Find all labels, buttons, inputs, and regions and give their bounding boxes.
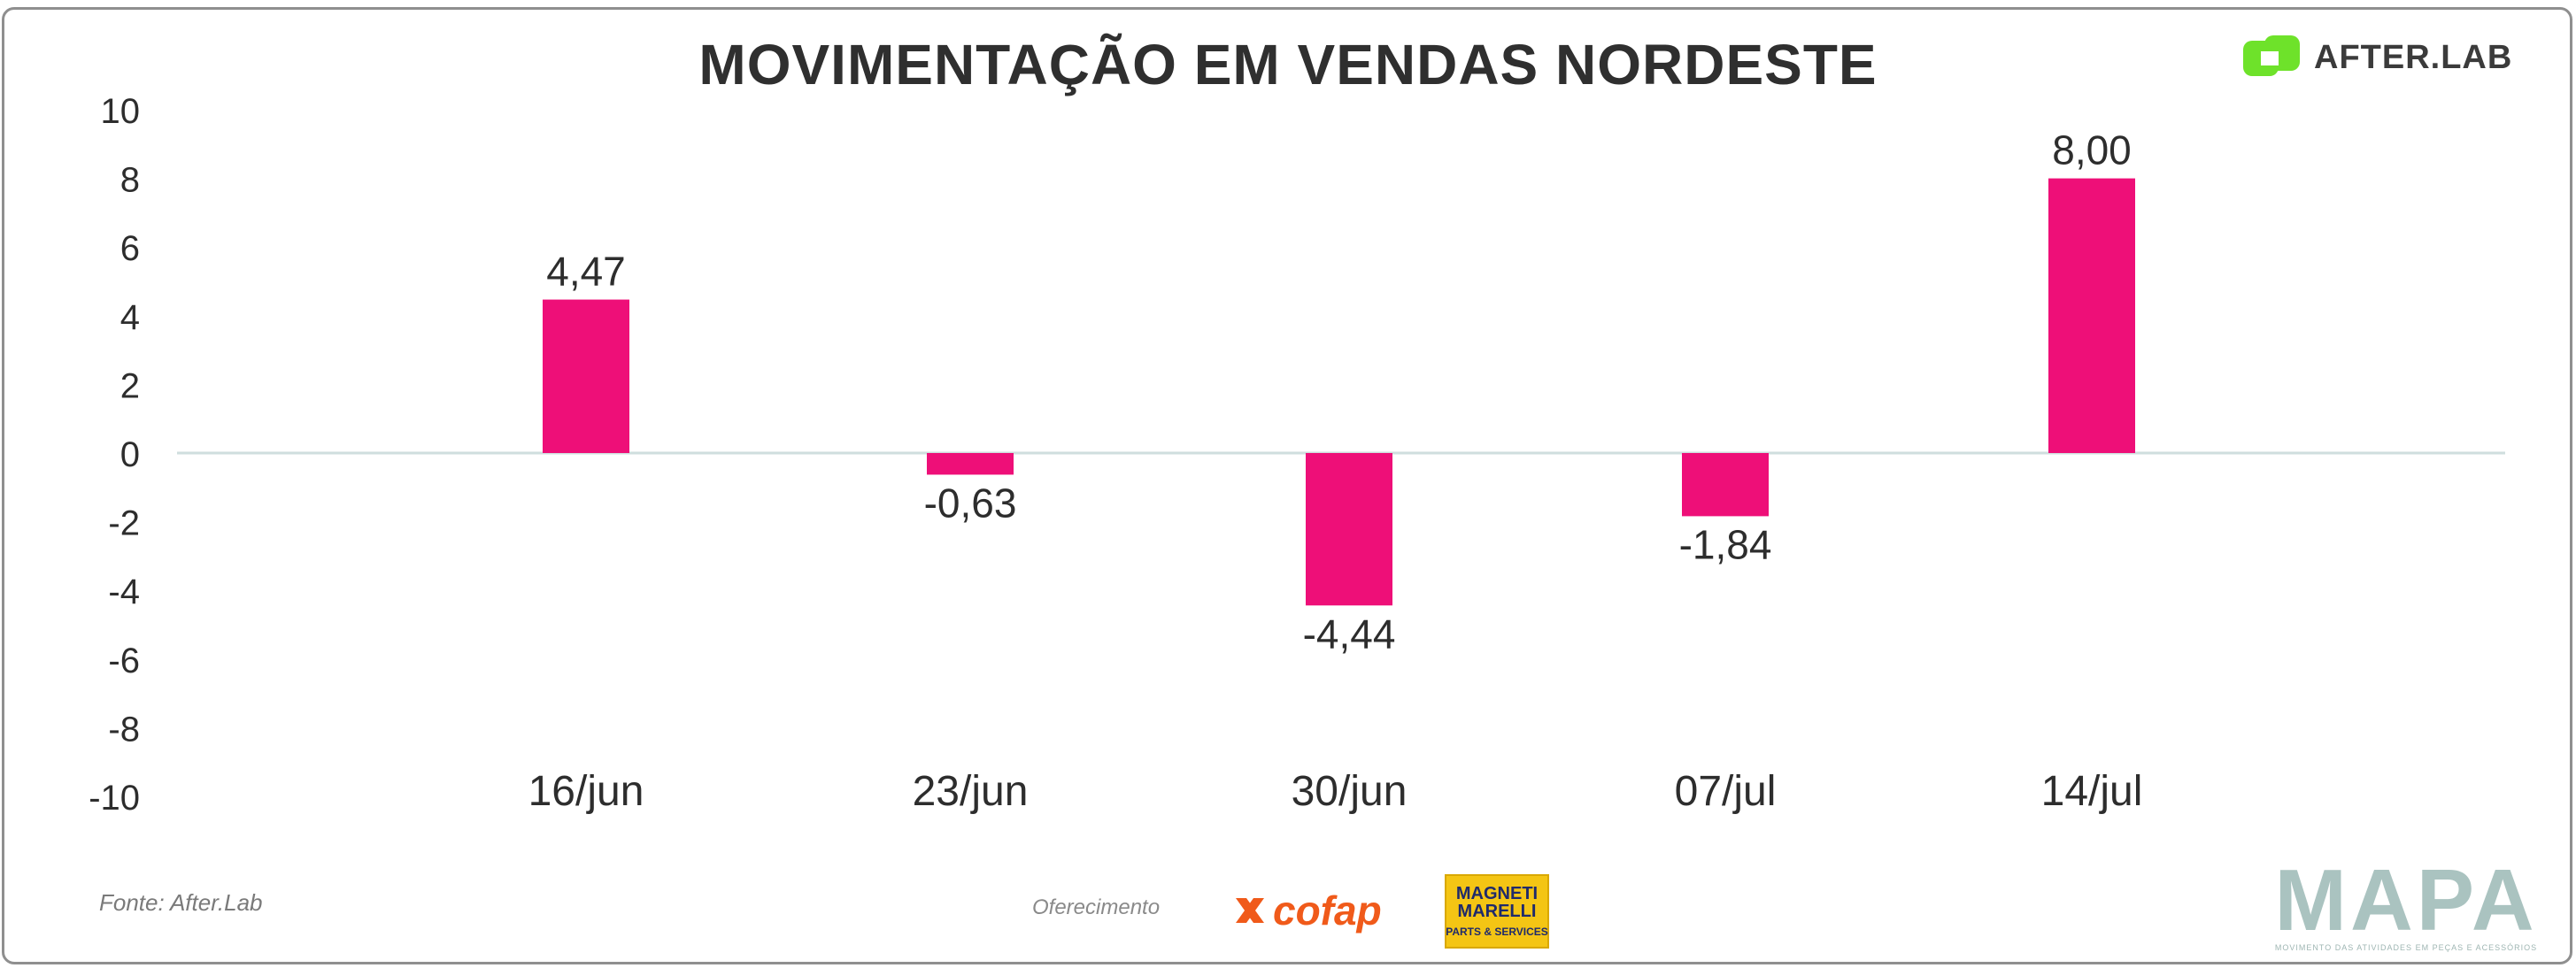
source-note: Fonte: After.Lab	[99, 889, 263, 916]
x-tick-label: 14/jul	[2041, 768, 2143, 815]
afterlab-logo-text: AFTER.LAB	[2314, 38, 2513, 76]
bar	[1682, 453, 1769, 517]
chart-title: MOVIMENTAÇÃO EM VENDAS NORDESTE	[698, 33, 1878, 96]
bar	[2048, 178, 2135, 453]
mapa-tagline: MOVIMENTO DAS ATIVIDADES EM PEÇAS E ACES…	[2274, 943, 2538, 952]
y-tick-label: 6	[120, 229, 140, 268]
chart-card	[2, 7, 2572, 964]
afterlab-logo: AFTER.LAB	[2241, 34, 2512, 81]
bar-value-label: -0,63	[924, 480, 1017, 526]
y-tick-label: -2	[108, 504, 140, 543]
bar	[543, 299, 629, 453]
x-tick-label: 30/jun	[1292, 768, 1408, 815]
cofap-logo: cofap	[1232, 887, 1382, 934]
mapa-logo-text: MAPA	[2274, 851, 2538, 949]
x-tick-label: 23/jun	[913, 768, 1029, 815]
bar	[927, 453, 1014, 475]
magneti-marelli-name: MAGNETI MARELLI	[1455, 884, 1539, 921]
y-tick-label: -6	[108, 641, 140, 680]
bar-value-label: 8,00	[2052, 127, 2132, 173]
bar-value-label: -4,44	[1303, 611, 1396, 657]
y-tick-label: -10	[89, 779, 140, 818]
y-tick-label: -4	[108, 572, 140, 611]
x-tick-label: 07/jul	[1675, 768, 1777, 815]
cofap-logo-text: cofap	[1273, 887, 1382, 933]
sponsor-label: Oferecimento	[1032, 895, 1161, 919]
magneti-marelli-logo: MAGNETI MARELLI PARTS & SERVICES	[1445, 874, 1549, 949]
magneti-marelli-sub: PARTS & SERVICES	[1446, 926, 1548, 938]
bar	[1306, 453, 1392, 606]
y-tick-label: 0	[120, 435, 140, 474]
afterlab-logo-icon	[2243, 35, 2300, 76]
y-tick-label: 2	[120, 366, 140, 405]
bar-value-label: 4,47	[546, 249, 626, 295]
y-tick-label: 10	[101, 92, 141, 131]
cofap-x-icon	[1236, 898, 1264, 923]
bar-value-label: -1,84	[1679, 521, 1772, 567]
y-tick-label: 8	[120, 161, 140, 200]
mapa-logo: MAPA MOVIMENTO DAS ATIVIDADES EM PEÇAS E…	[2273, 857, 2539, 952]
x-tick-label: 16/jun	[528, 768, 644, 815]
y-tick-label: -8	[108, 710, 140, 749]
y-tick-label: 4	[120, 298, 140, 337]
